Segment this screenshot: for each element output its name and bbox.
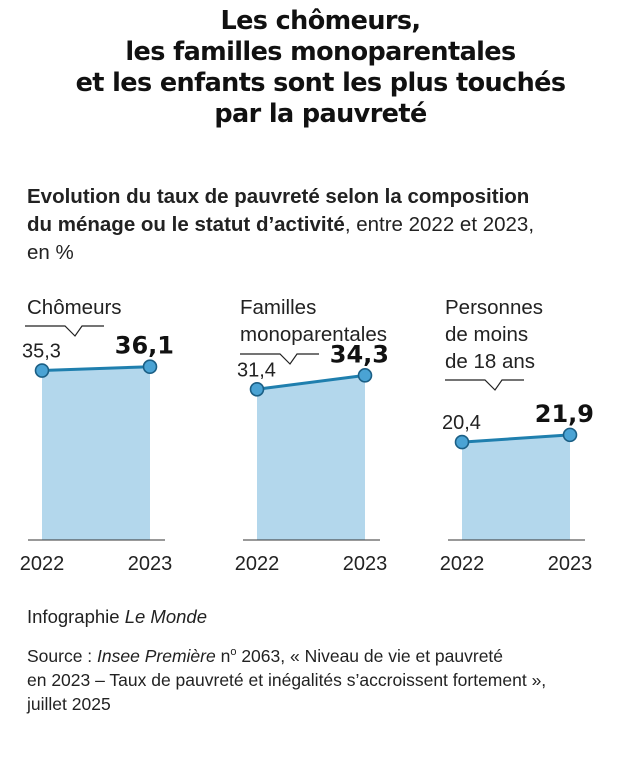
x-tick-label: 2022 (20, 553, 65, 575)
data-point (562, 427, 578, 443)
source-publication: Insee Première (97, 646, 216, 666)
panel-label-line: de 18 ans (445, 350, 536, 373)
area-fill (42, 366, 150, 540)
credit-brand: Le Monde (124, 606, 208, 627)
panel-plot: 31,4 34,3 2022 2023 (235, 340, 389, 575)
panel-label-line: monoparentales (240, 323, 388, 346)
panel-label: Personnes de moins de 18 ans (445, 294, 543, 375)
panel-plot: 35,3 36,1 2022 2023 (20, 325, 174, 575)
series-line (41, 365, 151, 373)
area-fill (462, 434, 570, 540)
label-callout (445, 379, 524, 391)
label-callout (25, 325, 104, 337)
panel-label: Chômeurs (27, 294, 122, 321)
title-line: et les enfants sont les plus touchés (75, 68, 566, 98)
data-point (249, 381, 265, 397)
value-label-2022: 20,4 (442, 412, 481, 434)
subtitle-strong: du ménage ou le statut d’activité (27, 213, 345, 236)
series-line (461, 433, 571, 444)
x-tick-label: 2022 (440, 553, 485, 575)
chart-title: Les chômeurs, les familles monoparentale… (0, 6, 641, 130)
area-fill (257, 375, 365, 540)
x-tick-label: 2022 (235, 553, 280, 575)
panel-plot: 20,4 21,9 2022 2023 (440, 379, 594, 575)
source-number-prefix: n (215, 646, 231, 666)
source-line2: en 2023 – Taux de pauvreté et inégalités… (27, 670, 547, 690)
source-prefix: Source : (27, 646, 98, 666)
data-point (34, 363, 50, 378)
chart-panel: Chômeurs 35,3 36,1 2022 2023 (0, 290, 210, 590)
x-tick-label: 2023 (128, 553, 173, 575)
source-line1: 2063, « Niveau de vie et pauvreté (236, 646, 504, 666)
panel-label-line: de moins (445, 323, 529, 346)
chart-panel: Personnes de moins de 18 ans 20,4 21,9 2022 20… (420, 290, 630, 590)
source-number-sup: o (230, 646, 237, 659)
data-point (142, 359, 158, 375)
title-line: les familles monoparentales (125, 37, 516, 67)
credit-prefix: Infographie (27, 606, 125, 627)
panel-label-line: Personnes (445, 296, 544, 319)
panel-label-line: Familles (240, 296, 317, 319)
value-label-2023: 36,1 (115, 332, 174, 360)
subtitle-unit: en % (27, 241, 74, 264)
credit: Infographie Le Monde (27, 606, 207, 628)
chart-subtitle: Evolution du taux de pauvreté selon la c… (27, 183, 627, 267)
x-tick-label: 2023 (343, 553, 388, 575)
source-note: Source : Insee Première no 2063, « Nivea… (27, 644, 627, 716)
title-line: Les chômeurs, (220, 6, 421, 36)
label-callout (240, 353, 319, 365)
value-label-2022: 35,3 (22, 341, 61, 363)
source-line3: juillet 2025 (27, 694, 111, 714)
value-label-2023: 21,9 (535, 400, 594, 428)
value-label-2023: 34,3 (330, 340, 389, 368)
series-line (256, 373, 366, 391)
data-point (454, 434, 470, 450)
panel-label: Familles monoparentales (240, 294, 387, 348)
value-label-2022: 31,4 (237, 359, 276, 381)
title-line: par la pauvreté (214, 99, 427, 129)
subtitle-rest: , entre 2022 et 2023, (344, 213, 535, 236)
data-point (357, 368, 373, 383)
panel-label-line: Chômeurs (27, 296, 122, 319)
chart-panel: Familles monoparentales 31,4 34,3 2022 2023 (215, 290, 425, 590)
subtitle-strong: Evolution du taux de pauvreté selon la c… (27, 185, 530, 208)
x-tick-label: 2023 (548, 553, 593, 575)
